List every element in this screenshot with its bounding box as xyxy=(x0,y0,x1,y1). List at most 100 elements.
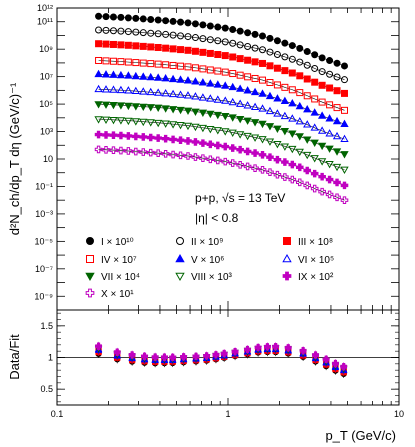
data-point xyxy=(325,145,334,153)
legend-marker xyxy=(86,255,94,263)
data-point xyxy=(295,117,304,125)
data-point xyxy=(109,27,117,35)
data-point xyxy=(102,131,110,139)
y-tick-label: 10⁻⁷ xyxy=(35,264,53,274)
data-point xyxy=(258,104,267,112)
ratio-point xyxy=(128,351,136,358)
data-point xyxy=(317,142,327,151)
data-point xyxy=(243,162,252,171)
data-point xyxy=(273,170,282,179)
legend: I × 10¹⁰ II × 10⁹ III × 10⁸ IV × 10⁷ V × 10⁶… xyxy=(85,237,334,300)
data-point xyxy=(183,91,193,99)
legend-label: VIII × 10³ xyxy=(191,272,233,283)
data-point xyxy=(236,160,244,169)
ratio-point xyxy=(264,343,271,350)
data-point xyxy=(228,97,237,106)
data-point xyxy=(295,101,304,110)
ratio-point xyxy=(254,343,262,351)
data-point xyxy=(280,96,290,104)
data-point xyxy=(154,16,162,24)
data-point xyxy=(317,126,327,134)
data-point xyxy=(199,21,207,29)
series-9 xyxy=(94,130,349,190)
data-point xyxy=(273,155,282,164)
data-point xyxy=(206,22,214,30)
data-point xyxy=(266,62,274,70)
data-point xyxy=(340,151,349,159)
data-point xyxy=(183,76,193,84)
data-point xyxy=(258,150,267,159)
data-point xyxy=(221,38,229,46)
data-point xyxy=(161,74,170,82)
data-point xyxy=(303,61,311,69)
legend-label: VI × 10⁵ xyxy=(298,255,334,266)
data-point xyxy=(340,196,349,204)
data-point xyxy=(109,85,118,93)
data-point xyxy=(318,54,326,62)
ratio-point xyxy=(312,351,319,359)
data-point xyxy=(154,73,163,81)
data-point xyxy=(288,55,296,63)
data-point xyxy=(132,14,140,22)
data-point xyxy=(332,163,342,172)
data-point xyxy=(310,139,319,148)
data-point xyxy=(146,119,155,127)
data-point xyxy=(132,42,140,50)
spectra-marks xyxy=(94,12,349,204)
data-point xyxy=(288,99,297,107)
eta-annotation: |η| < 0.8 xyxy=(195,211,239,225)
data-point xyxy=(191,123,200,132)
data-point xyxy=(162,17,170,25)
y-tick-label: 10 xyxy=(43,154,53,164)
data-point xyxy=(236,41,244,49)
data-point xyxy=(117,13,125,21)
data-point xyxy=(288,160,297,169)
data-point xyxy=(206,140,215,149)
data-point xyxy=(251,44,259,52)
data-point xyxy=(318,68,326,76)
system-annotation: p+p, √s = 13 TeV xyxy=(195,191,285,205)
spectra-ticks: 10¹² 10¹¹ 10⁹ 10⁷ 10⁵ 10³ 10 10⁻¹ 10⁻³ 10⁻⁵ 10⁻⁷ 10… xyxy=(34,3,399,311)
data-point xyxy=(228,82,237,91)
data-point xyxy=(228,159,237,167)
data-point xyxy=(303,92,311,100)
data-point xyxy=(109,13,117,21)
data-point xyxy=(169,150,177,159)
data-point xyxy=(258,136,267,144)
data-point xyxy=(109,57,117,65)
legend-entry: VIII × 10³ xyxy=(175,272,233,283)
series-10 xyxy=(94,145,349,204)
data-point xyxy=(132,59,140,67)
data-point xyxy=(154,30,162,38)
data-point xyxy=(221,157,230,166)
ratio-x-axis-title: p_T (GeV/c) xyxy=(325,428,396,443)
data-point xyxy=(333,73,341,81)
data-point xyxy=(251,30,259,38)
y-tick-label: 10⁻⁹ xyxy=(34,291,53,301)
data-point xyxy=(161,105,170,113)
data-point xyxy=(229,39,237,47)
data-point xyxy=(273,109,282,117)
legend-marker xyxy=(283,237,291,245)
legend-marker xyxy=(282,271,292,281)
data-point xyxy=(303,48,311,56)
data-point xyxy=(281,53,289,61)
data-point xyxy=(206,110,215,119)
data-point xyxy=(101,116,111,124)
data-point xyxy=(139,42,147,50)
data-point xyxy=(147,43,155,51)
fit-curve xyxy=(98,60,345,111)
ratio-point xyxy=(272,342,280,350)
data-point xyxy=(303,75,311,83)
legend-label: X × 10¹ xyxy=(101,289,134,300)
data-point xyxy=(332,131,342,140)
fit-curve xyxy=(98,16,345,67)
data-point xyxy=(139,29,147,37)
data-point xyxy=(168,89,178,98)
data-point xyxy=(295,148,304,157)
data-point xyxy=(340,89,348,97)
data-point xyxy=(340,106,348,114)
data-point xyxy=(95,56,103,64)
data-point xyxy=(236,71,244,79)
ratio-point xyxy=(231,347,239,355)
